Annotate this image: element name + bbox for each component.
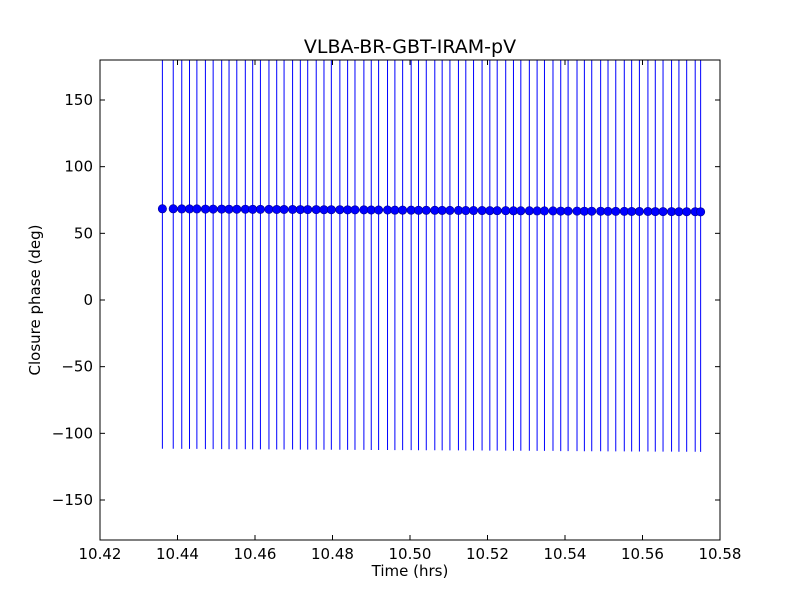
x-tick-label: 10.58 [699, 545, 742, 563]
data-point [350, 205, 360, 215]
y-tick-label: −50 [61, 358, 93, 376]
data-point [200, 204, 210, 214]
data-point [563, 206, 573, 216]
y-tick-label: −100 [52, 424, 93, 442]
data-point [696, 207, 706, 217]
data-point [437, 205, 447, 215]
data-point [548, 206, 558, 216]
data-point [224, 204, 234, 214]
data-point [524, 206, 534, 216]
x-tick-label: 10.54 [544, 545, 587, 563]
x-tick-label: 10.46 [234, 545, 277, 563]
data-point [587, 206, 597, 216]
data-point [168, 204, 178, 214]
data-point [634, 206, 644, 216]
data-point [501, 206, 511, 216]
data-point [421, 205, 431, 215]
data-point [469, 206, 479, 216]
x-tick-label: 10.44 [156, 545, 199, 563]
y-tick-label: 0 [83, 291, 93, 309]
data-point [492, 206, 502, 216]
y-tick-label: 50 [74, 224, 93, 242]
data-point [627, 206, 637, 216]
chart-title: VLBA-BR-GBT-IRAM-pV [304, 36, 516, 58]
data-point [516, 206, 526, 216]
data-point [658, 207, 668, 217]
x-tick-label: 10.50 [389, 545, 432, 563]
y-tick-label: 150 [64, 91, 93, 109]
data-point [192, 204, 202, 214]
data-point [461, 206, 471, 216]
data-point [255, 204, 265, 214]
data-point [611, 206, 621, 216]
data-series-layer [157, 60, 706, 452]
data-point [539, 206, 549, 216]
data-point [374, 205, 384, 215]
data-point [477, 206, 487, 216]
data-point [279, 204, 289, 214]
data-point [398, 205, 408, 215]
axis-ticks-layer: 10.42 10.44 10.46 10.48 10.50 10.52 10.54 10.56… [52, 60, 742, 563]
data-point [288, 204, 298, 214]
data-point [682, 207, 692, 217]
x-tick-label: 10.42 [79, 545, 122, 563]
data-point [674, 207, 684, 217]
data-point [208, 204, 218, 214]
data-point [311, 205, 321, 215]
y-tick-label: −150 [52, 491, 93, 509]
plot-background [100, 60, 720, 540]
data-point [414, 205, 424, 215]
data-point [326, 205, 336, 215]
x-axis-label: Time (hrs) [371, 562, 449, 580]
x-tick-label: 10.56 [621, 545, 664, 563]
data-point [232, 204, 242, 214]
x-tick-label: 10.48 [311, 545, 354, 563]
data-point [390, 205, 400, 215]
y-axis-label: Closure phase (deg) [26, 225, 44, 376]
data-point [445, 205, 455, 215]
data-point [303, 205, 313, 215]
x-tick-label: 10.52 [466, 545, 509, 563]
data-point [603, 206, 613, 216]
data-point [157, 204, 167, 214]
y-tick-label: 100 [64, 158, 93, 176]
data-point [264, 204, 274, 214]
data-point [335, 205, 345, 215]
data-point [248, 204, 258, 214]
data-point [650, 207, 660, 217]
data-point [177, 204, 187, 214]
